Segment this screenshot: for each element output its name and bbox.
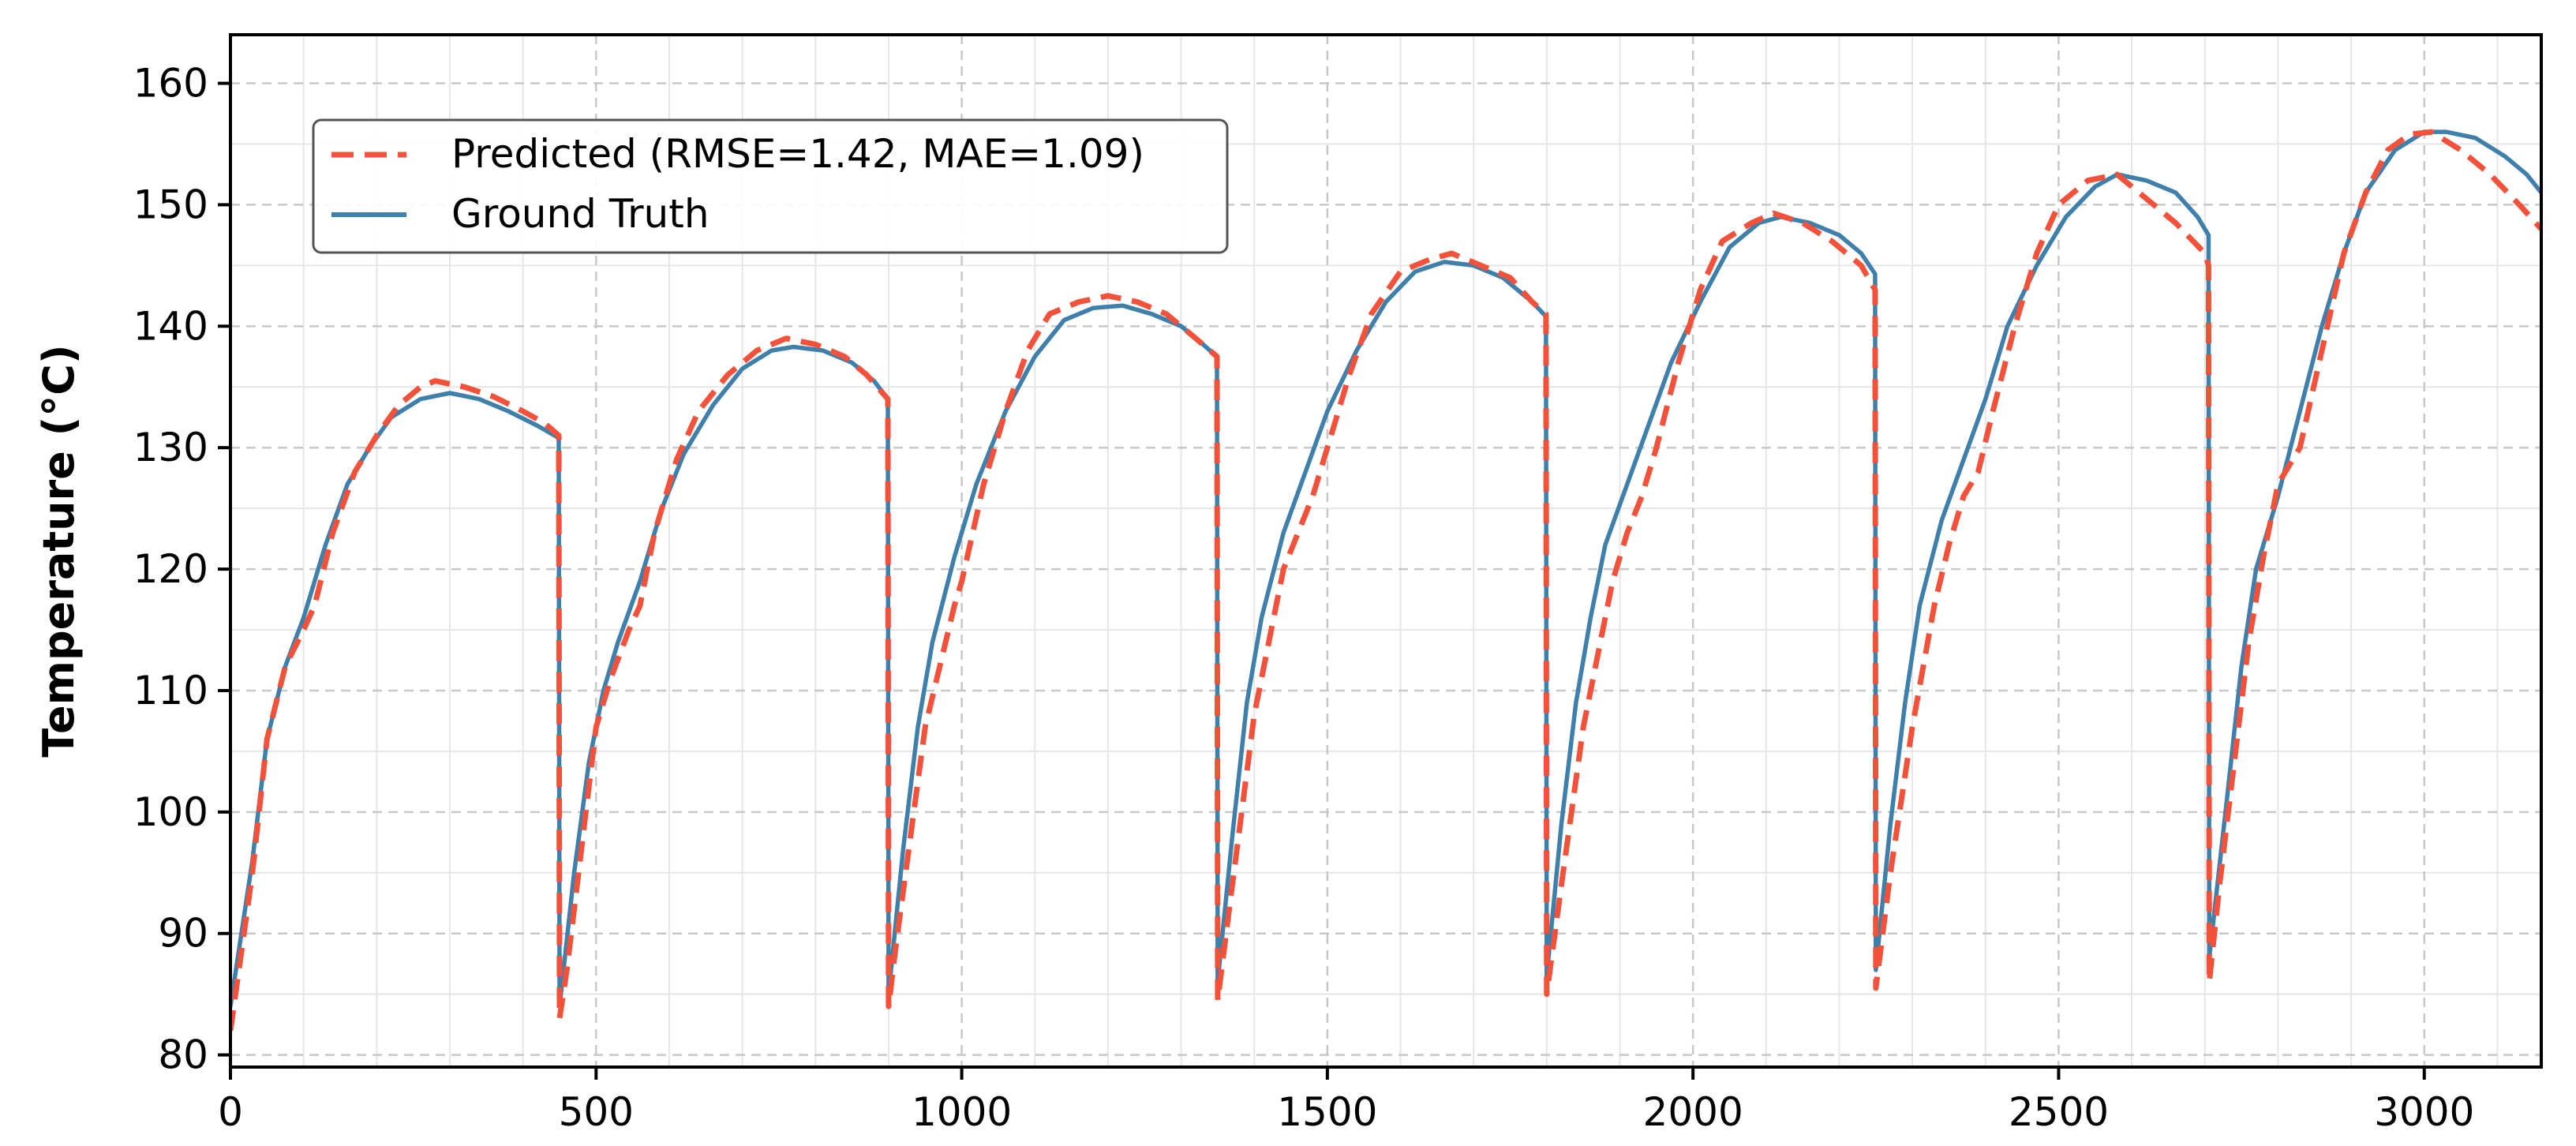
y-tick-label: 110 <box>133 668 208 713</box>
legend-label-predicted: Predicted (RMSE=1.42, MAE=1.09) <box>451 131 1144 177</box>
plot-area-frame <box>229 33 2543 1069</box>
x-tick-label: 2000 <box>1643 1089 1743 1135</box>
x-tick-label: 1500 <box>1277 1089 1377 1135</box>
y-axis-label: Temperature (°C) <box>34 344 84 757</box>
y-tick-label: 120 <box>133 546 208 592</box>
series-line-ground-truth <box>230 129 2541 1009</box>
y-tick-label: 80 <box>158 1032 208 1078</box>
series-lines <box>230 129 2541 1032</box>
series-line-predicted <box>230 129 2541 1032</box>
y-tick-label: 150 <box>133 182 208 227</box>
x-tick-label: 3000 <box>2374 1089 2474 1135</box>
x-tick-label: 1000 <box>912 1089 1012 1135</box>
y-tick-label: 140 <box>133 303 208 349</box>
y-tick-label: 130 <box>133 425 208 470</box>
legend-box <box>312 118 1229 254</box>
y-tick-label: 90 <box>158 911 208 957</box>
x-tick-label: 2500 <box>2009 1089 2109 1135</box>
major-gridlines <box>229 35 2541 1067</box>
x-tick-label: 0 <box>218 1089 243 1135</box>
legend-label-ground-truth: Ground Truth <box>451 191 710 237</box>
y-tick-label: 160 <box>133 61 208 107</box>
y-axis: 80 90 100 110 120 130 140 150 160 <box>133 61 230 1078</box>
x-axis: 0 500 1000 1500 2000 2500 3000 <box>218 1067 2474 1135</box>
x-tick-label: 500 <box>559 1089 634 1135</box>
y-tick-label: 100 <box>133 789 208 835</box>
legend: Predicted (RMSE=1.42, MAE=1.09) Ground T… <box>312 118 1229 254</box>
